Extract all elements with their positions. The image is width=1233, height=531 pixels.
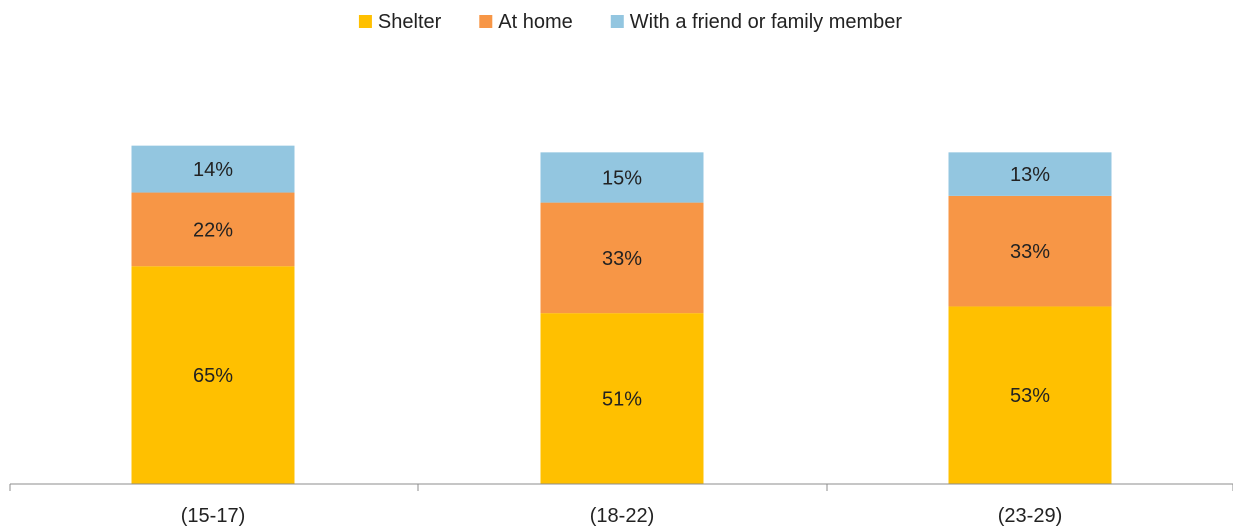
bar-shelter-2: [540, 313, 704, 484]
bar-with-a-friend-or-family-member-3: [948, 152, 1112, 196]
x-tick-label-2: (18-22): [590, 505, 654, 527]
bar-shelter-3: [948, 306, 1112, 484]
bar-at-home-3: [948, 195, 1112, 307]
legend-item-at-home: At home: [479, 11, 573, 33]
legend-item-with-a-friend-or-family-member: With a friend or family member: [610, 11, 903, 33]
legend-swatch-shelter: [358, 15, 372, 28]
data-label-shelter-1: 65%: [193, 365, 233, 387]
bar-at-home-2: [540, 202, 704, 314]
data-label-shelter-3: 53%: [1010, 385, 1050, 407]
legend-label-with-a-friend-or-family-member: With a friend or family member: [630, 11, 903, 33]
data-label-with-a-friend-or-family-member-1: 14%: [193, 159, 233, 181]
legend-item-shelter: Shelter: [358, 11, 442, 33]
data-label-with-a-friend-or-family-member-3: 13%: [1010, 164, 1050, 186]
data-label-with-a-friend-or-family-member-2: 15%: [602, 167, 642, 189]
data-label-at-home-2: 33%: [602, 248, 642, 270]
bar-with-a-friend-or-family-member-2: [540, 152, 704, 203]
legend-swatch-at-home: [479, 15, 493, 28]
bar-with-a-friend-or-family-member-1: [131, 145, 295, 193]
bars: 65% 22% 14% 51% 33% 15% 53% 33% 13%: [131, 145, 1112, 484]
legend-swatch-with-a-friend-or-family-member: [610, 15, 624, 28]
data-label-at-home-3: 33%: [1010, 241, 1050, 263]
legend-label-at-home: At home: [498, 11, 572, 33]
x-axis: (15-17) (18-22) (23-29): [9, 483, 1233, 527]
x-tick-label-1: (15-17): [181, 505, 245, 527]
x-tick-label-3: (23-29): [998, 505, 1062, 527]
bar-at-home-1: [131, 192, 295, 267]
legend-label-shelter: Shelter: [378, 11, 442, 33]
legend: Shelter At home With a friend or family me…: [358, 11, 903, 33]
data-label-at-home-1: 22%: [193, 219, 233, 241]
data-label-shelter-2: 51%: [602, 389, 642, 411]
bar-shelter-1: [131, 266, 295, 484]
